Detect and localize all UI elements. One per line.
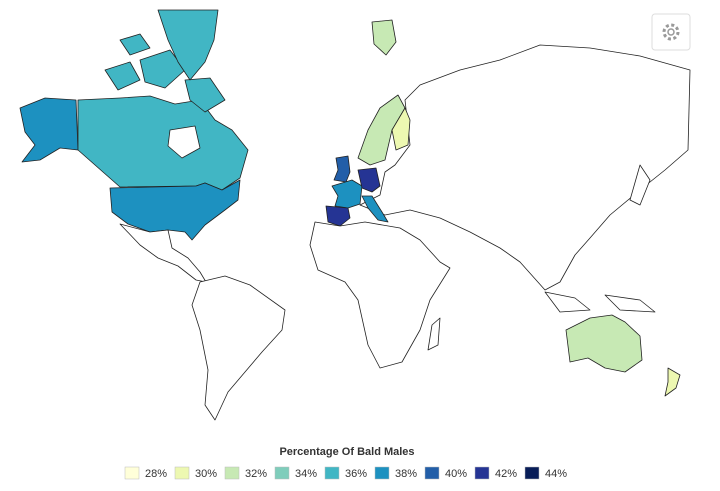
country xyxy=(104,61,141,91)
legend-label: 42% xyxy=(495,468,517,480)
country xyxy=(184,77,226,113)
legend-swatch xyxy=(374,466,390,480)
country xyxy=(325,205,351,227)
legend-swatch xyxy=(474,466,490,480)
country xyxy=(77,95,249,191)
country xyxy=(331,179,363,209)
legend-swatch xyxy=(224,466,240,480)
legend-swatch xyxy=(174,466,190,480)
country xyxy=(333,155,351,183)
settings-box[interactable] xyxy=(651,13,691,51)
country xyxy=(361,195,389,223)
country xyxy=(391,107,411,151)
legend-swatch xyxy=(324,466,340,480)
legend-label: 34% xyxy=(295,468,317,480)
continent xyxy=(309,221,451,369)
legend: 28% 30% 32% 34% 36% 38% 40% 42% 44% xyxy=(124,466,567,480)
country xyxy=(565,314,643,373)
world-map xyxy=(19,9,691,421)
gear-hole[interactable] xyxy=(667,28,675,36)
legend-label: 28% xyxy=(145,468,167,480)
legend-label: 30% xyxy=(195,468,217,480)
country xyxy=(157,9,219,81)
legend-label: 38% xyxy=(395,468,417,480)
country xyxy=(19,97,79,163)
island xyxy=(629,164,651,206)
country xyxy=(109,179,241,241)
legend-swatch xyxy=(524,466,540,480)
country xyxy=(119,33,151,56)
legend-swatch xyxy=(274,466,290,480)
country xyxy=(139,49,186,89)
continent xyxy=(191,275,286,421)
settings-button[interactable] xyxy=(651,13,691,51)
island xyxy=(544,291,591,313)
country xyxy=(664,367,681,397)
legend-swatch xyxy=(124,466,140,480)
legend-label: 40% xyxy=(445,468,467,480)
legend-label: 36% xyxy=(345,468,367,480)
legend-label: 44% xyxy=(545,468,567,480)
island xyxy=(604,294,656,313)
legend-label: 32% xyxy=(245,468,267,480)
country xyxy=(357,167,381,193)
hudson-bay xyxy=(167,125,201,159)
gear-icon[interactable] xyxy=(662,23,680,41)
country xyxy=(371,19,397,56)
island xyxy=(427,317,441,351)
country xyxy=(119,223,207,283)
legend-swatch xyxy=(424,466,440,480)
legend-title: Percentage Of Bald Males xyxy=(279,446,414,458)
